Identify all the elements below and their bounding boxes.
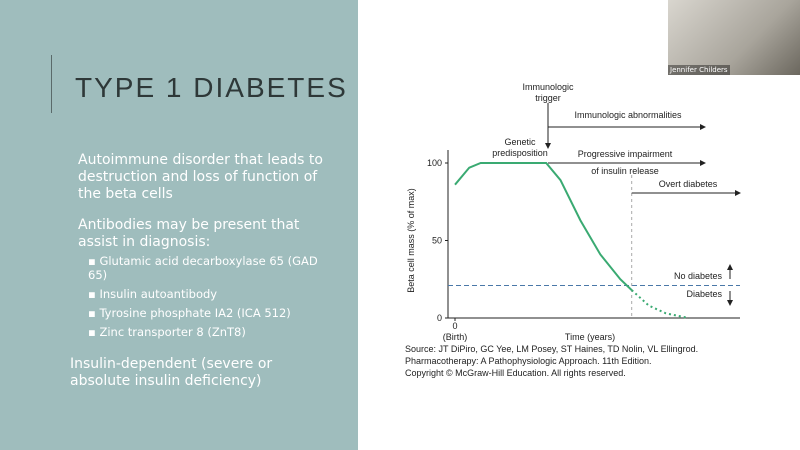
x-axis-label: Time (years) bbox=[565, 332, 615, 342]
x-tick-label: 0 bbox=[452, 321, 457, 331]
sub-bullets: ▪ Glutamic acid decarboxylase 65 (GAD 65… bbox=[78, 254, 323, 339]
sub-bullet-text: Tyrosine phosphate IA2 (ICA 512) bbox=[99, 306, 291, 320]
annotation: Overt diabetes bbox=[659, 179, 718, 189]
y-tick-label: 100 bbox=[427, 158, 442, 168]
annotation: Genetic predisposition bbox=[492, 137, 548, 158]
participant-name: Jennifer Childers bbox=[668, 65, 730, 75]
curve bbox=[631, 289, 689, 319]
footer-text: Insulin-dependent (severe or absolute in… bbox=[70, 356, 273, 389]
sub-bullet: ▪ Zinc transporter 8 (ZnT8) bbox=[88, 325, 246, 339]
annotation: Immunologic trigger bbox=[522, 82, 574, 103]
source-text: Source: JT DiPiro, GC Yee, LM Posey, ST … bbox=[405, 344, 698, 354]
bullet: Autoimmune disorder that leads to destru… bbox=[78, 152, 323, 202]
left-panel: TYPE 1 DIABETES Autoimmune disorder that… bbox=[0, 0, 358, 450]
annotation: Immunologic abnormalities bbox=[574, 110, 682, 120]
source-text: Pharmacotherapy: A Pathophysiologic Appr… bbox=[405, 356, 652, 366]
annotation: of insulin release bbox=[591, 166, 659, 176]
sub-bullet: ▪ Insulin autoantibody bbox=[88, 287, 218, 301]
sub-bullet-text: Glutamic acid decarboxylase 65 (GAD 65) bbox=[88, 254, 318, 282]
slide-title: TYPE 1 DIABETES bbox=[75, 72, 348, 103]
source-text: Copyright © McGraw-Hill Education. All r… bbox=[405, 368, 626, 378]
bullet: Antibodies may be present that assist in… bbox=[78, 217, 300, 250]
y-axis-label: Beta cell mass (% of max) bbox=[406, 188, 416, 293]
annotation: Diabetes bbox=[686, 289, 722, 299]
video-tile: Jennifer Childers bbox=[668, 0, 800, 75]
annotation: Progressive impairment bbox=[578, 149, 673, 159]
sub-bullet-text: Insulin autoantibody bbox=[99, 287, 218, 301]
sub-bullet: ▪ Tyrosine phosphate IA2 (ICA 512) bbox=[88, 306, 291, 320]
x-tick-note: (Birth) bbox=[443, 332, 468, 342]
sub-bullet: ▪ Glutamic acid decarboxylase 65 (GAD 65… bbox=[88, 254, 318, 282]
annotation: No diabetes bbox=[674, 271, 723, 281]
curve bbox=[454, 162, 633, 291]
sub-bullet-text: Zinc transporter 8 (ZnT8) bbox=[99, 325, 246, 339]
y-tick-label: 0 bbox=[437, 313, 442, 323]
accent-line bbox=[51, 55, 52, 113]
y-tick-label: 50 bbox=[432, 236, 442, 246]
